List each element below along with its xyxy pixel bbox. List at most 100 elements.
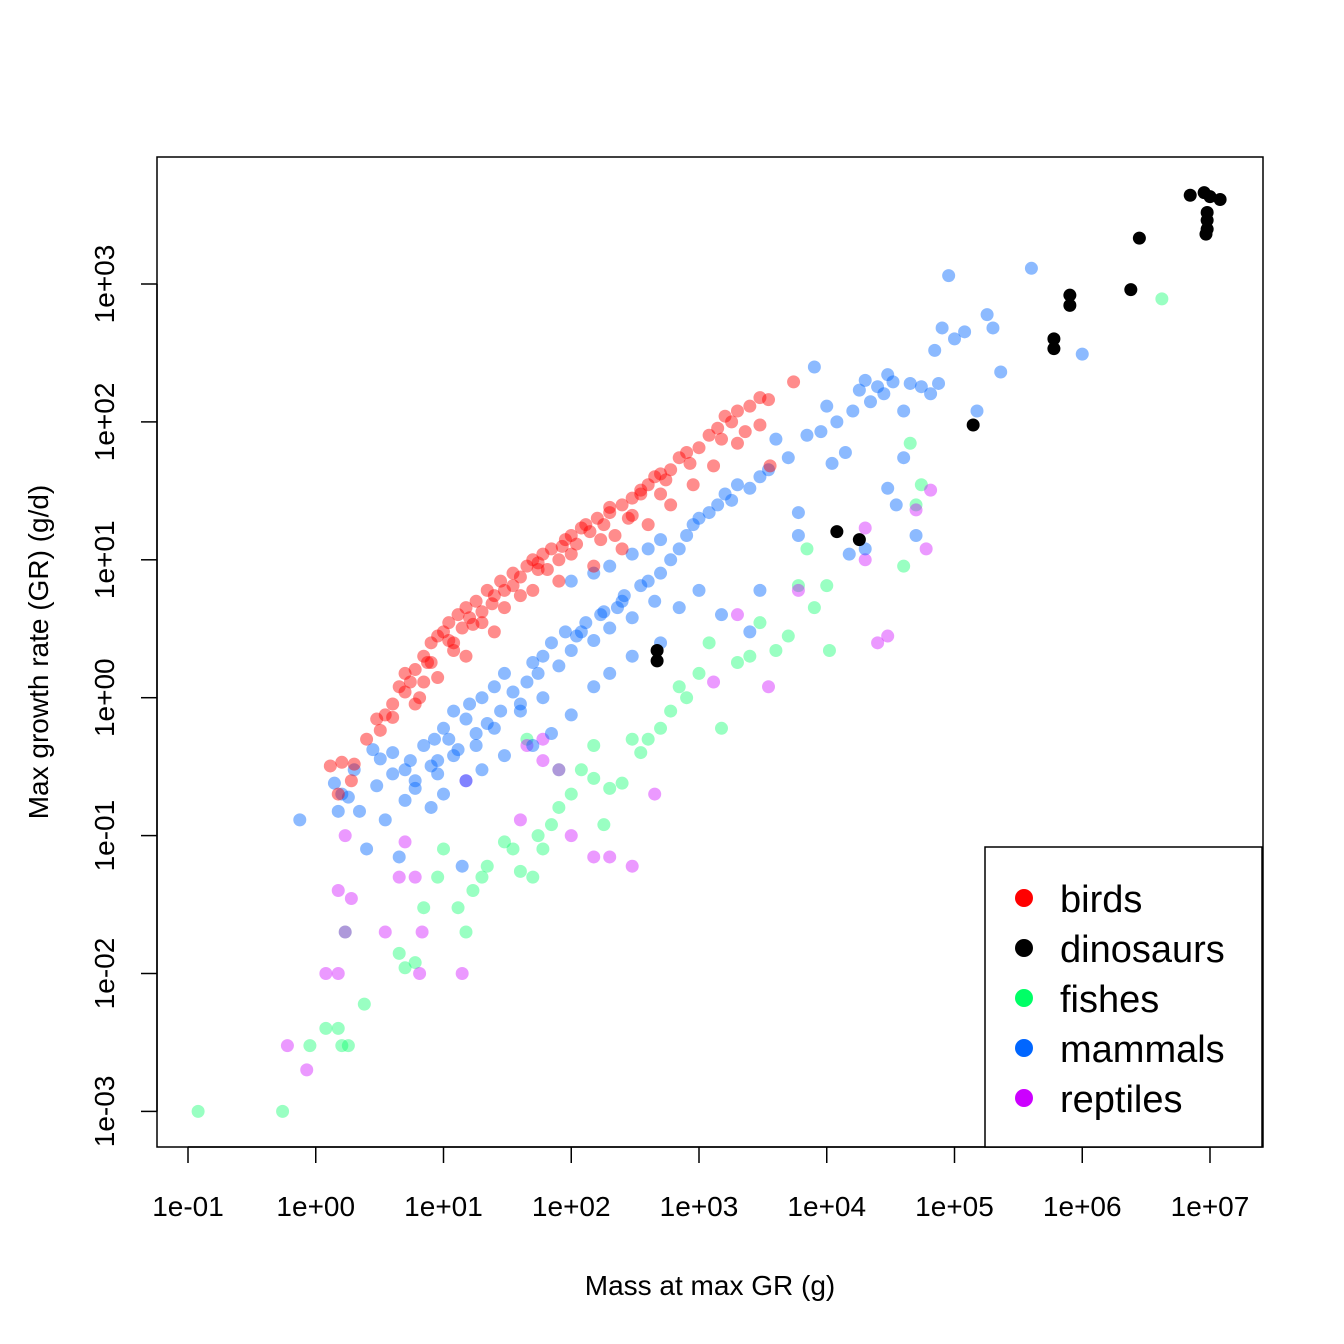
point-mammals	[838, 445, 852, 459]
point-mammals	[672, 542, 686, 556]
point-mammals	[897, 451, 911, 465]
point-reptiles	[344, 891, 358, 905]
y-tick-label: 1e+00	[89, 658, 120, 737]
point-reptiles	[413, 967, 427, 980]
point-fishes	[714, 721, 728, 735]
point-fishes	[552, 800, 566, 814]
point-fishes	[634, 746, 648, 760]
point-mammals	[625, 649, 639, 663]
point-birds	[634, 483, 648, 497]
point-birds	[424, 636, 438, 650]
point-birds	[413, 691, 427, 705]
point-birds	[506, 566, 520, 580]
point-birds	[424, 655, 438, 669]
point-mammals	[403, 754, 417, 768]
point-birds	[459, 601, 473, 615]
point-mammals	[398, 793, 412, 807]
point-mammals	[958, 325, 972, 339]
point-mammals	[846, 404, 860, 418]
point-reptiles	[300, 1063, 314, 1077]
point-fishes	[753, 616, 767, 630]
point-mammals	[692, 511, 706, 525]
point-mammals	[877, 387, 891, 401]
point-birds	[608, 529, 622, 543]
point-dinosaurs	[830, 525, 844, 539]
x-tick-label: 1e+06	[1043, 1191, 1122, 1222]
point-mammals	[536, 649, 550, 663]
point-birds	[587, 559, 601, 573]
point-mammals	[714, 608, 728, 622]
point-dinosaurs	[1063, 288, 1077, 302]
point-mammals	[769, 432, 783, 446]
x-tick-label: 1e+04	[787, 1191, 866, 1222]
point-birds	[625, 508, 639, 522]
point-mammals	[881, 481, 895, 495]
point-birds	[555, 539, 569, 553]
point-birds	[730, 404, 744, 418]
point-birds	[421, 655, 435, 669]
point-birds	[370, 712, 384, 726]
point-mammals	[615, 594, 629, 608]
point-birds	[590, 511, 604, 525]
point-dinosaurs	[1203, 190, 1217, 204]
point-dinosaurs	[1132, 231, 1146, 245]
point-mammals	[459, 774, 473, 788]
point-reptiles	[909, 503, 923, 517]
point-fishes	[392, 946, 406, 960]
point-birds	[487, 625, 501, 639]
point-mammals	[531, 666, 545, 680]
point-birds	[552, 553, 566, 567]
point-birds	[738, 425, 752, 439]
point-mammals	[594, 608, 608, 622]
point-birds	[711, 421, 725, 435]
point-birds	[335, 755, 349, 769]
point-mammals	[610, 601, 624, 615]
legend-marker-fishes	[1015, 989, 1033, 1007]
point-mammals	[497, 749, 511, 763]
point-fishes	[654, 721, 668, 735]
point-fishes	[341, 1039, 355, 1053]
point-mammals	[455, 859, 469, 873]
point-birds	[466, 617, 480, 631]
point-dinosaurs	[966, 418, 980, 432]
point-birds	[447, 643, 461, 657]
legend-label-fishes: fishes	[1060, 979, 1159, 1021]
point-birds	[526, 553, 540, 567]
legend-label-reptiles: reptiles	[1060, 1079, 1183, 1121]
point-birds	[634, 487, 648, 501]
point-mammals	[335, 787, 349, 801]
point-mammals	[986, 321, 1000, 335]
point-mammals	[437, 787, 450, 801]
point-fishes	[417, 901, 431, 915]
point-fishes	[822, 643, 836, 657]
point-fishes	[909, 498, 923, 512]
point-mammals	[743, 481, 757, 495]
y-tick-label: 1e+02	[89, 383, 120, 462]
point-birds	[344, 774, 358, 788]
point-mammals	[427, 732, 441, 746]
point-birds	[603, 506, 617, 520]
point-mammals	[352, 804, 366, 818]
point-reptiles	[392, 870, 406, 884]
point-mammals	[494, 704, 508, 718]
point-fishes	[587, 739, 601, 753]
legend-label-dinosaurs: dinosaurs	[1060, 929, 1225, 971]
point-birds	[718, 409, 732, 423]
point-birds	[597, 518, 611, 532]
y-tick-label: 1e+01	[89, 520, 120, 599]
point-mammals	[935, 321, 949, 335]
point-birds	[743, 399, 757, 413]
x-tick-label: 1e+02	[532, 1191, 611, 1222]
point-birds	[570, 537, 584, 551]
point-birds	[398, 666, 412, 680]
point-mammals	[331, 804, 345, 818]
point-mammals	[536, 691, 550, 705]
point-birds	[386, 697, 400, 711]
point-reptiles	[858, 521, 872, 535]
point-mammals	[909, 529, 923, 543]
point-mammals	[842, 547, 856, 561]
point-fishes	[191, 1104, 205, 1118]
point-mammals	[480, 716, 494, 730]
point-mammals	[360, 842, 374, 856]
point-birds	[442, 616, 456, 630]
